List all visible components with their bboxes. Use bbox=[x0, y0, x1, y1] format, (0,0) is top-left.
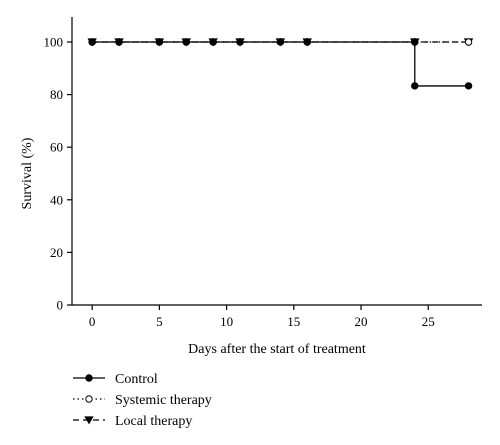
legend-label: Systemic therapy bbox=[115, 393, 212, 408]
plot-area bbox=[87, 38, 474, 90]
data-point bbox=[88, 38, 96, 46]
y-tick-label: 20 bbox=[50, 245, 63, 260]
legend-label: Local therapy bbox=[115, 414, 192, 429]
x-tick-label: 5 bbox=[156, 314, 163, 329]
data-point bbox=[85, 395, 93, 403]
data-point bbox=[411, 82, 419, 90]
axis-ticks: 0 20 40 60 80 100 0 5 10 15 20 25 bbox=[44, 35, 435, 330]
y-tick-label: 40 bbox=[50, 192, 63, 207]
axes bbox=[71, 17, 482, 306]
x-tick-label: 25 bbox=[422, 314, 435, 329]
x-tick-label: 20 bbox=[355, 314, 368, 329]
x-tick-label: 15 bbox=[287, 314, 300, 329]
series-line bbox=[92, 41, 469, 87]
x-tick-label: 0 bbox=[89, 314, 96, 329]
data-point bbox=[464, 82, 473, 90]
data-point bbox=[85, 374, 93, 382]
data-point bbox=[209, 38, 217, 46]
legend-label: Control bbox=[115, 372, 158, 387]
x-tick-label: 10 bbox=[220, 314, 233, 329]
series-control bbox=[88, 38, 473, 90]
data-point bbox=[276, 38, 285, 46]
y-tick-label: 0 bbox=[57, 298, 64, 313]
y-tick-label: 100 bbox=[44, 35, 64, 50]
data-point bbox=[84, 416, 94, 425]
y-tick-label: 60 bbox=[50, 140, 63, 155]
data-point bbox=[411, 38, 419, 46]
y-tick-label: 80 bbox=[50, 87, 63, 102]
data-point bbox=[115, 38, 123, 46]
legend-item: Local therapy bbox=[73, 414, 192, 429]
legend: Control Systemic therapy Local therapy bbox=[73, 372, 212, 429]
legend-item: Systemic therapy bbox=[73, 393, 212, 408]
data-point bbox=[182, 38, 190, 46]
legend-item: Control bbox=[73, 372, 158, 387]
x-axis-title: Days after the start of treatment bbox=[188, 342, 366, 357]
data-point bbox=[464, 38, 473, 46]
data-point bbox=[155, 38, 164, 46]
data-point bbox=[303, 38, 311, 46]
y-axis-title: Survival (%) bbox=[20, 137, 35, 209]
data-point bbox=[236, 38, 244, 46]
